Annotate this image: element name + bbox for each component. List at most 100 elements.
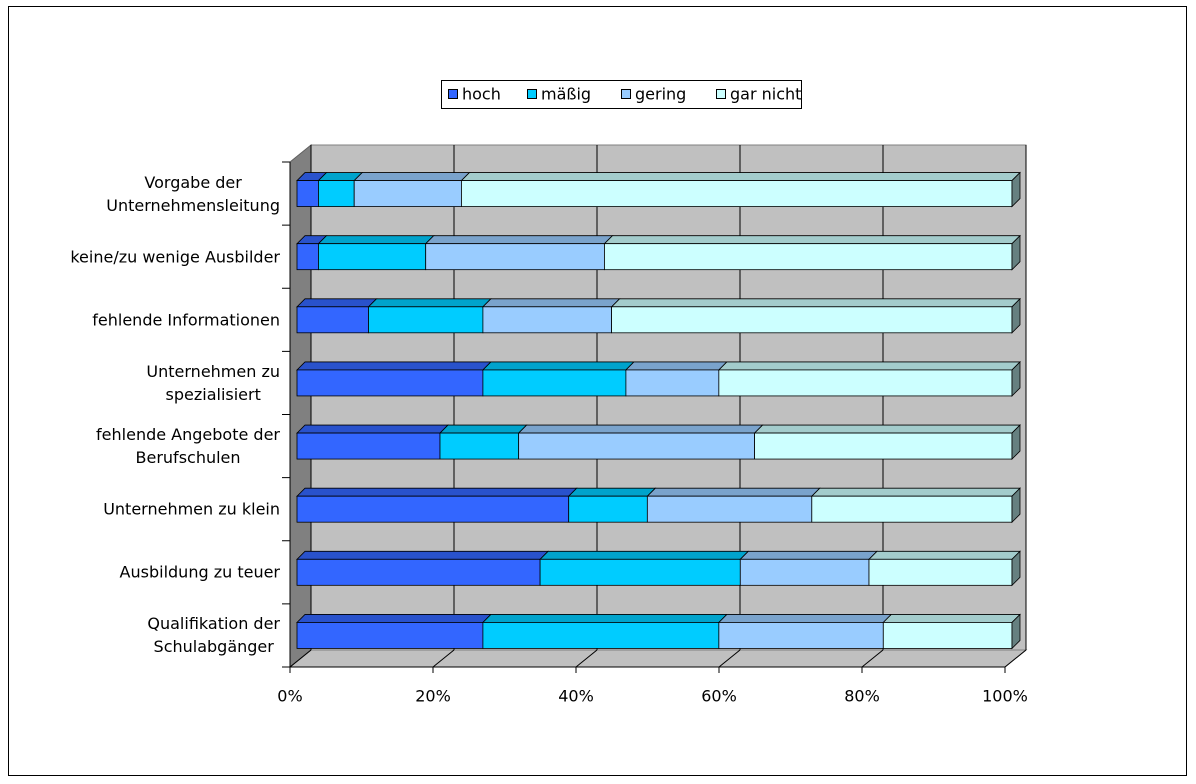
bar-top [603,235,1021,245]
bar [868,550,1021,587]
bar [753,424,1021,461]
bar [624,361,728,397]
bar [481,361,635,397]
grid-line-floor [432,649,455,668]
bar-front [882,622,1013,649]
bar-front [368,306,484,334]
bar-top [424,235,614,245]
bar-front [296,622,484,649]
grid-line-floor [289,649,312,668]
bar [439,424,528,460]
bar-front [318,243,427,271]
bar [296,298,378,334]
bar-top [646,487,821,497]
grid-line-floor [861,649,884,668]
bar-front [296,243,319,271]
bar [481,614,728,649]
bar-side [1011,297,1021,334]
bar-top [439,424,528,434]
x-tick-label: 40% [558,687,594,706]
bar-front [739,558,870,586]
bar [517,424,764,460]
x-tick-label: 100% [982,687,1028,706]
y-tick-label: fehlende Angebote der Berufschulen [96,425,280,468]
bar-front [718,622,884,649]
y-tick-label-box: Unternehmen zu klein [103,498,280,521]
bar-side [1011,613,1021,650]
y-tick-label-box: Ausbildung zu teuer [120,561,280,584]
bar-front [811,495,1013,523]
bar [296,487,578,523]
x-tick-label: 80% [844,687,880,706]
bar-top [481,614,728,623]
bar-front [611,306,1013,334]
bar-front [518,432,756,460]
bar-top [296,298,378,308]
bar [646,487,821,523]
y-tick-label-box: Qualifikation der Schulabgänger [147,612,280,658]
bar [317,235,435,271]
bar [610,297,1021,334]
y-tick-label-box: fehlende Angebote der Berufschulen [96,423,280,469]
bar-top [296,614,492,623]
bar-top [739,550,878,560]
bar [367,298,492,334]
bar-top [460,172,1021,181]
bar-front [482,306,612,334]
bar-front [353,180,462,207]
bar [567,487,657,523]
bar-front [868,558,1013,586]
bar-top [481,298,621,308]
bar-top [481,361,635,371]
bar-front [482,369,627,397]
legend-label: hoch [462,85,501,104]
bar [882,613,1021,650]
bar [296,235,328,271]
side-wall [289,143,312,669]
bar-front [296,432,441,460]
bar [539,550,750,586]
bar-front [625,369,720,397]
bar-front [296,369,484,397]
bar [810,487,1021,524]
bar [739,550,878,586]
bar-top [624,361,728,371]
bar-top [567,487,657,497]
bar [317,172,364,207]
bar-top [610,298,1021,308]
bar-front [604,243,1013,271]
bar-side [1011,234,1021,271]
bar [353,172,471,207]
y-tick-label: Ausbildung zu teuer [119,562,280,582]
bar-front [439,432,520,460]
y-tick-label: Unternehmen zu spezialisiert [146,361,280,404]
bar [424,235,614,271]
bar-side [1011,487,1021,524]
bar-top [810,487,1021,497]
bar [296,361,492,397]
legend-swatch [448,89,458,99]
y-tick-label-box: Unternehmen zu spezialisiert [146,360,280,406]
bar-front [568,495,648,523]
bar [481,298,621,334]
legend-swatch [527,89,537,99]
y-tick-label-box: Vorgabe der Unternehmensleitung [106,171,280,217]
y-tick-label: Unternehmen zu klein [103,499,280,519]
legend-swatch [621,89,631,99]
bar-front [754,432,1013,460]
bar-top [367,298,492,308]
grid-line-floor [575,649,598,668]
y-tick-label: Vorgabe der Unternehmensleitung [106,172,280,215]
bar-front [539,558,741,586]
legend-label: gar nicht [730,85,801,104]
bar [717,614,893,649]
grid-line-floor [1004,649,1027,668]
bar-front [461,180,1013,207]
bar [603,234,1021,271]
bar-top [296,424,449,434]
bar-front [296,558,541,586]
legend-label: mäßig [541,85,591,104]
y-tick-label: fehlende Informationen [92,310,280,330]
